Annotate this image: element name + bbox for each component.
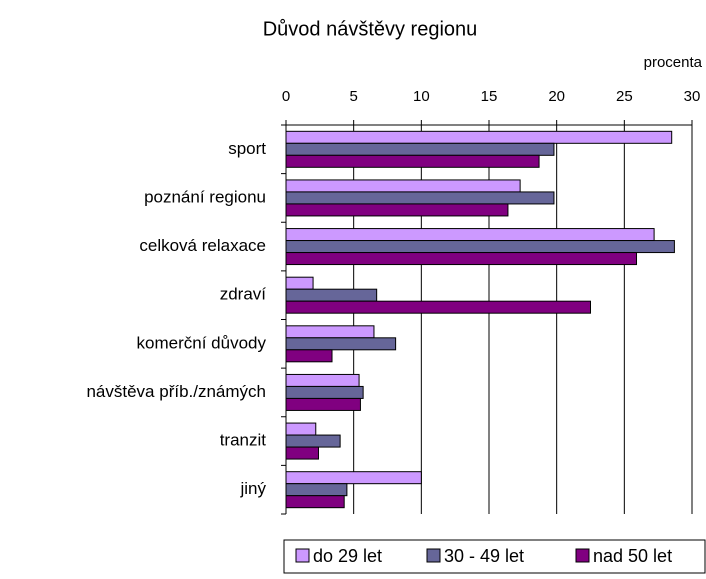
bar (285, 252, 638, 266)
bar (285, 434, 341, 448)
bar (285, 373, 360, 387)
bar (285, 446, 319, 460)
bar (285, 325, 375, 339)
y-tick-label: poznání regionu (144, 187, 266, 206)
x-tick-label: 5 (349, 88, 357, 105)
chart-title: Důvod návštěvy regionu (263, 18, 478, 40)
bar (285, 349, 333, 363)
legend-swatch (426, 548, 441, 563)
x-tick-label: 15 (481, 88, 498, 105)
x-tick-label: 25 (616, 88, 633, 105)
bar (285, 337, 397, 351)
y-tick-label: zdraví (220, 285, 267, 304)
bar (285, 483, 348, 497)
x-tick-label: 10 (413, 88, 430, 105)
bar (285, 240, 675, 254)
axis-label: procenta (644, 54, 703, 71)
bar (285, 228, 655, 242)
bar (285, 471, 422, 485)
legend-label: 30 - 49 let (444, 546, 524, 566)
legend-label: nad 50 let (593, 546, 672, 566)
bar (285, 130, 673, 144)
bar (285, 203, 509, 217)
bar (285, 191, 555, 205)
bar (285, 179, 521, 193)
y-tick-label: tranzit (220, 431, 267, 450)
bar (285, 154, 540, 168)
bar (285, 397, 361, 411)
bar (285, 142, 555, 156)
x-tick-label: 30 (684, 88, 701, 105)
legend-label: do 29 let (313, 546, 382, 566)
legend-box (283, 539, 706, 574)
x-tick-label: 0 (282, 88, 290, 105)
bar (285, 495, 345, 509)
bar (285, 276, 314, 290)
y-tick-label: celková relaxace (139, 236, 266, 255)
legend-swatch (575, 548, 590, 563)
bar (285, 300, 591, 314)
legend-swatch (295, 548, 310, 563)
bar (285, 288, 378, 302)
bar (285, 385, 364, 399)
y-tick-label: jiný (239, 479, 266, 498)
y-tick-label: sport (228, 139, 266, 158)
y-tick-label: návštěva příb./známých (86, 382, 266, 401)
bar (285, 422, 317, 436)
y-tick-label: komerční důvody (137, 333, 267, 352)
x-tick-label: 20 (548, 88, 565, 105)
